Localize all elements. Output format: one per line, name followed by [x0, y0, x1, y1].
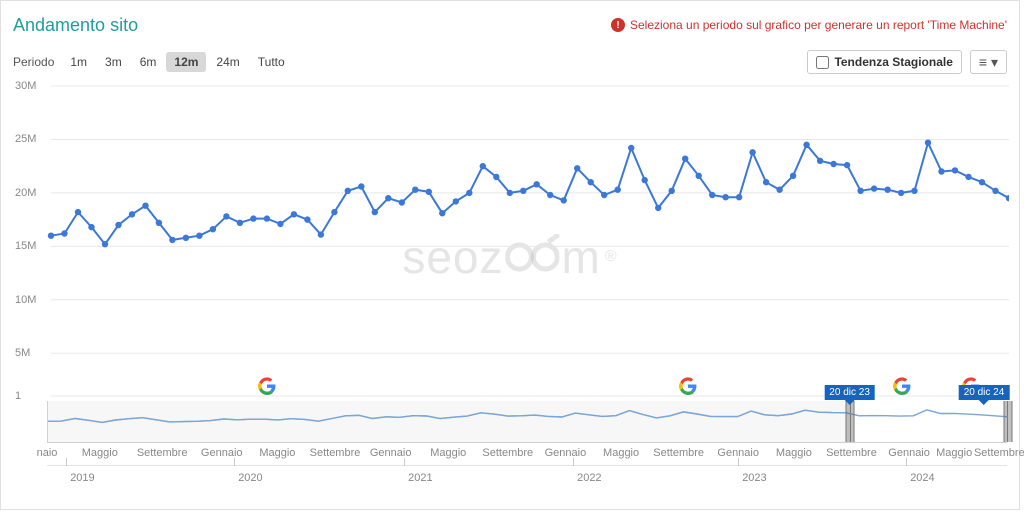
navigator-handle-end[interactable] — [1004, 401, 1013, 442]
month-label: Maggio — [603, 447, 639, 459]
period-btn-6m[interactable]: 6m — [132, 52, 165, 72]
warning-icon: ! — [611, 18, 625, 32]
year-label: 2022 — [577, 472, 601, 484]
year-label: 2023 — [742, 472, 766, 484]
navigator-flag-end: 20 dic 24 — [959, 385, 1010, 400]
warning-text: Seleziona un periodo sul grafico per gen… — [630, 18, 1007, 32]
month-label: Maggio — [82, 447, 118, 459]
month-label: Maggio — [936, 447, 972, 459]
google-update-icon[interactable] — [679, 377, 697, 395]
month-label: Settembre — [826, 447, 877, 459]
seasonal-trend-checkbox[interactable] — [816, 56, 829, 69]
month-label: Settembre — [137, 447, 188, 459]
panel-header: Andamento sito ! Seleziona un periodo su… — [13, 11, 1007, 39]
month-label: Settembre — [974, 447, 1024, 459]
toolbar-right: Tendenza Stagionale ≡ ▾ — [807, 50, 1007, 74]
month-label: naio — [37, 447, 58, 459]
period-btn-3m[interactable]: 3m — [97, 52, 130, 72]
month-label: Settembre — [310, 447, 361, 459]
year-label: 2024 — [910, 472, 934, 484]
page-title: Andamento sito — [13, 15, 138, 36]
chart-toolbar: Periodo 1m3m6m12m24mTutto Tendenza Stagi… — [13, 47, 1007, 77]
seasonal-trend-toggle[interactable]: Tendenza Stagionale — [807, 50, 961, 74]
site-trend-panel: Andamento sito ! Seleziona un periodo su… — [0, 0, 1020, 510]
google-update-icon[interactable] — [258, 377, 276, 395]
year-label: 2020 — [238, 472, 262, 484]
period-btn-24m[interactable]: 24m — [208, 52, 247, 72]
period-btn-1m[interactable]: 1m — [62, 52, 95, 72]
chart-menu-button[interactable]: ≡ ▾ — [970, 50, 1007, 74]
month-label: Maggio — [259, 447, 295, 459]
year-label: 2021 — [408, 472, 432, 484]
year-label: 2019 — [70, 472, 94, 484]
chart-navigator[interactable]: 20 dic 2320 dic 24 — [47, 401, 1007, 443]
month-label: Maggio — [430, 447, 466, 459]
month-label: Gennaio — [201, 447, 243, 459]
month-label: Gennaio — [888, 447, 930, 459]
month-label: Gennaio — [370, 447, 412, 459]
google-update-icon[interactable] — [893, 377, 911, 395]
x-axis-years: 2019 2020 2021 2022 2023 2024 — [47, 465, 1007, 491]
x-axis-months: naioMaggioSettembreGennaioMaggioSettembr… — [47, 447, 1007, 465]
navigator-flag-start: 20 dic 23 — [824, 385, 875, 400]
navigator-selection[interactable] — [850, 401, 1008, 442]
period-btn-12m[interactable]: 12m — [166, 52, 206, 72]
month-label: Maggio — [776, 447, 812, 459]
month-label: Settembre — [482, 447, 533, 459]
navigator-handle-start[interactable] — [845, 401, 854, 442]
main-chart[interactable]: seoz m ® 30M25M20M15M10M5M1 — [13, 81, 1007, 401]
seasonal-trend-label: Tendenza Stagionale — [834, 55, 952, 69]
month-label: Gennaio — [545, 447, 587, 459]
period-label: Periodo — [13, 55, 54, 69]
time-machine-warning: ! Seleziona un periodo sul grafico per g… — [611, 18, 1007, 32]
period-btn-Tutto[interactable]: Tutto — [250, 52, 293, 72]
month-label: Settembre — [653, 447, 704, 459]
period-selector: Periodo 1m3m6m12m24mTutto — [13, 52, 293, 72]
